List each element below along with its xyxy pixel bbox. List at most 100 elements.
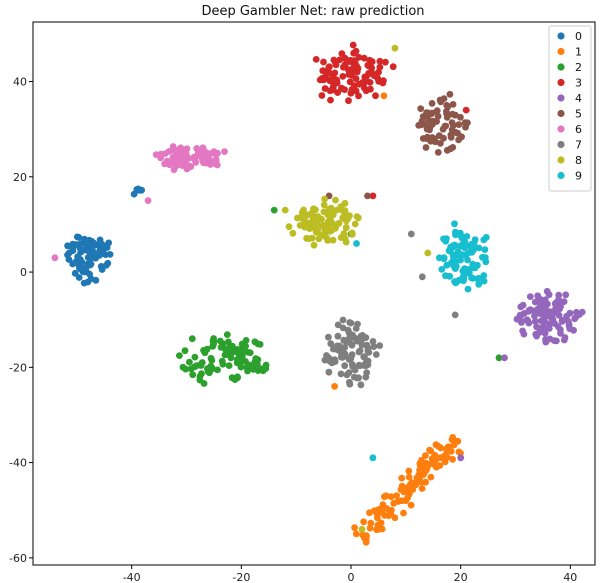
data-point: [555, 291, 563, 299]
data-point: [451, 259, 459, 267]
data-point: [176, 352, 183, 359]
data-point: [225, 362, 233, 369]
data-point: [540, 324, 548, 332]
data-point: [77, 265, 85, 273]
data-point: [181, 347, 189, 355]
data-point: [223, 331, 231, 338]
legend-label: 1: [575, 46, 582, 59]
data-point: [182, 150, 190, 158]
data-point: [423, 125, 431, 133]
data-point: [353, 240, 360, 247]
data-point: [229, 342, 236, 350]
data-point: [431, 456, 439, 464]
data-point: [347, 319, 355, 327]
data-point: [457, 454, 465, 462]
data-point: [334, 332, 342, 340]
data-point: [82, 238, 89, 246]
data-point: [463, 233, 471, 240]
data-point: [464, 256, 471, 264]
data-point: [545, 291, 553, 299]
data-point: [69, 244, 76, 252]
data-point: [75, 274, 83, 281]
legend-label: 4: [575, 92, 582, 105]
data-point: [321, 226, 329, 234]
data-point: [553, 299, 560, 306]
x-tick-label: 20: [454, 571, 468, 583]
data-point: [360, 518, 367, 526]
legend-label: 8: [575, 154, 582, 167]
legend-box: [548, 25, 592, 192]
data-point: [446, 90, 454, 98]
data-point: [367, 85, 374, 93]
data-point: [536, 295, 544, 303]
data-point: [346, 58, 354, 65]
data-point: [309, 208, 317, 215]
data-point: [219, 340, 227, 348]
legend-marker: [557, 109, 565, 118]
data-point: [481, 246, 489, 254]
data-point: [191, 353, 199, 361]
data-point: [439, 125, 447, 133]
data-point: [480, 277, 488, 285]
data-point: [337, 370, 345, 378]
data-point: [405, 467, 413, 475]
data-point: [542, 338, 550, 346]
data-point: [378, 525, 386, 533]
y-tick-label: -60: [9, 552, 27, 565]
data-point: [449, 455, 456, 463]
data-point: [367, 519, 375, 527]
data-point: [434, 112, 442, 120]
data-point: [532, 330, 540, 338]
data-point: [340, 336, 348, 344]
data-point: [308, 234, 316, 242]
data-point: [332, 61, 340, 69]
data-point: [366, 524, 374, 532]
data-point: [518, 311, 525, 319]
data-point: [205, 151, 213, 159]
data-point: [375, 68, 382, 76]
data-point: [438, 266, 446, 273]
data-point: [413, 474, 421, 482]
data-point: [393, 492, 400, 500]
data-point: [455, 121, 463, 128]
data-point: [345, 369, 353, 376]
data-point: [443, 114, 451, 121]
legend-label: 0: [575, 30, 582, 43]
points-layer: [51, 41, 586, 546]
data-point: [144, 197, 152, 205]
data-point: [346, 380, 354, 388]
data-point: [207, 354, 215, 362]
data-point: [555, 311, 563, 319]
data-point: [347, 89, 355, 97]
data-point: [571, 315, 579, 323]
data-point: [364, 192, 371, 200]
data-point: [352, 530, 360, 538]
data-point: [376, 342, 384, 349]
data-point: [325, 333, 332, 341]
data-point: [231, 376, 239, 383]
data-point: [183, 161, 191, 169]
series-2: [176, 206, 503, 387]
data-point: [310, 241, 318, 249]
series-4: [457, 287, 586, 462]
data-point: [366, 79, 374, 86]
data-point: [230, 348, 238, 355]
data-point: [524, 317, 532, 325]
data-point: [562, 291, 570, 299]
data-point: [545, 308, 553, 315]
data-point: [252, 355, 260, 363]
data-point: [77, 256, 84, 263]
data-point: [464, 119, 471, 127]
data-point: [452, 129, 460, 136]
data-point: [418, 485, 426, 492]
data-point: [444, 103, 452, 111]
data-point: [447, 245, 455, 253]
data-point: [404, 494, 411, 502]
data-point: [389, 63, 397, 71]
data-point: [348, 341, 356, 349]
y-tick-label: 40: [13, 76, 27, 89]
data-point: [165, 148, 173, 155]
data-point: [465, 270, 473, 277]
legend-label: 3: [575, 77, 582, 90]
data-point: [65, 256, 73, 263]
